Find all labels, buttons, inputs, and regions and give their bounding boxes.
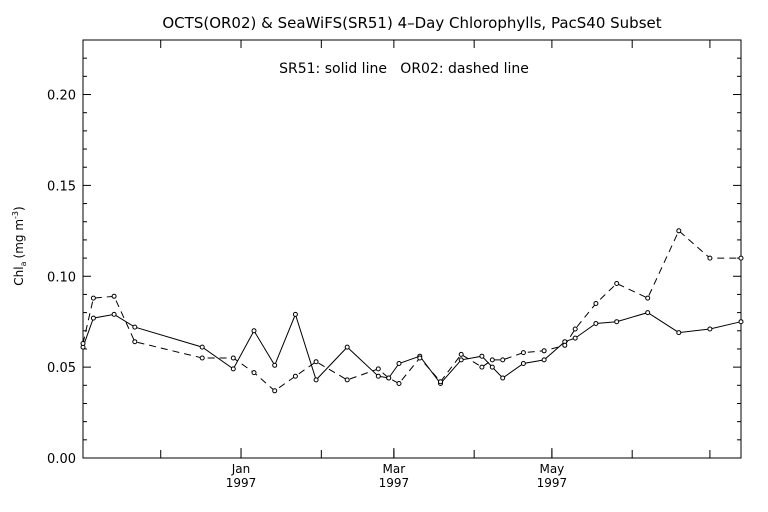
y-tick-label: 0.20	[47, 89, 76, 104]
data-point-or02	[541, 348, 547, 354]
y-axis-label-close: )	[12, 206, 26, 211]
data-point-sr51	[707, 326, 713, 332]
data-point-or02	[417, 355, 423, 361]
data-point-sr51	[292, 311, 298, 317]
data-point-sr51	[230, 366, 236, 372]
data-point-or02	[80, 341, 86, 346]
data-point-sr51	[489, 364, 495, 370]
data-point-sr51	[614, 319, 620, 325]
y-tick-label: 0.05	[47, 361, 76, 376]
data-point-or02	[438, 379, 443, 385]
axes: 0.000.050.100.150.20Jan1997Mar1997May199…	[47, 39, 742, 490]
data-point-or02	[500, 357, 506, 363]
data-point-sr51	[344, 344, 350, 350]
x-tick-label-month: Jan	[231, 462, 251, 476]
chart-title: OCTS(OR02) & SeaWiFS(SR51) 4–Day Chlorop…	[162, 14, 661, 32]
data-point-or02	[520, 350, 526, 356]
data-point-sr51	[479, 353, 485, 359]
series-layer	[80, 228, 744, 394]
data-point-sr51	[313, 377, 319, 383]
data-point-or02	[251, 370, 257, 376]
data-point-or02	[458, 351, 464, 357]
data-point-sr51	[572, 335, 578, 341]
series-line-or02	[82, 229, 741, 392]
x-tick-label-year: 1997	[537, 476, 568, 490]
data-point-sr51	[90, 315, 96, 321]
data-point-or02	[132, 339, 138, 345]
x-tick-label-year: 1997	[226, 476, 257, 490]
data-point-sr51	[458, 357, 464, 363]
data-point-or02	[344, 377, 350, 383]
data-point-or02	[614, 281, 620, 286]
data-point-or02	[489, 357, 495, 363]
y-tick-label: 0.00	[47, 452, 76, 467]
data-point-sr51	[738, 319, 744, 325]
data-point-sr51	[132, 324, 138, 330]
y-tick-label: 0.10	[47, 270, 76, 285]
data-point-sr51	[520, 361, 526, 366]
y-axis-label-exponent: -3	[11, 211, 20, 219]
data-point-sr51	[272, 362, 278, 368]
series-sr51	[80, 310, 744, 386]
data-point-sr51	[645, 310, 651, 316]
data-point-or02	[375, 366, 381, 372]
data-point-sr51	[251, 328, 257, 334]
plot-frame	[82, 39, 742, 459]
data-point-or02	[272, 388, 278, 394]
data-point-or02	[199, 355, 205, 361]
data-point-or02	[593, 301, 599, 306]
data-point-or02	[572, 326, 578, 332]
y-tick-label: 0.15	[47, 179, 76, 194]
data-point-sr51	[111, 311, 117, 317]
series-line-sr51	[82, 312, 742, 385]
y-axis-label-sub: a	[19, 261, 28, 266]
data-point-or02	[313, 359, 319, 365]
data-point-or02	[562, 342, 568, 348]
data-point-sr51	[500, 375, 506, 381]
series-or02	[80, 228, 744, 394]
y-axis-label-main: Chl	[12, 266, 26, 285]
data-point-or02	[645, 295, 651, 301]
y-axis-label-units: (mg m	[12, 219, 26, 259]
data-point-or02	[90, 295, 96, 301]
data-point-or02	[479, 364, 485, 370]
data-point-or02	[676, 228, 682, 234]
data-point-or02	[738, 255, 744, 261]
data-point-sr51	[541, 357, 547, 363]
data-point-sr51	[396, 361, 402, 366]
data-point-or02	[707, 255, 713, 261]
data-point-sr51	[199, 344, 205, 350]
data-point-sr51	[593, 321, 599, 326]
data-point-or02	[396, 381, 402, 386]
data-point-sr51	[676, 330, 682, 336]
data-point-or02	[386, 375, 392, 381]
data-point-sr51	[375, 373, 381, 379]
data-point-or02	[230, 355, 236, 361]
chart-annotation: SR51: solid line OR02: dashed line	[279, 61, 529, 77]
x-tick-label-year: 1997	[379, 476, 410, 490]
x-tick-label-month: Mar	[383, 462, 406, 476]
data-point-or02	[111, 293, 117, 299]
x-tick-label-month: May	[539, 462, 564, 476]
data-point-or02	[292, 373, 298, 379]
y-axis-label: Chla (mg m-3)	[11, 206, 28, 285]
